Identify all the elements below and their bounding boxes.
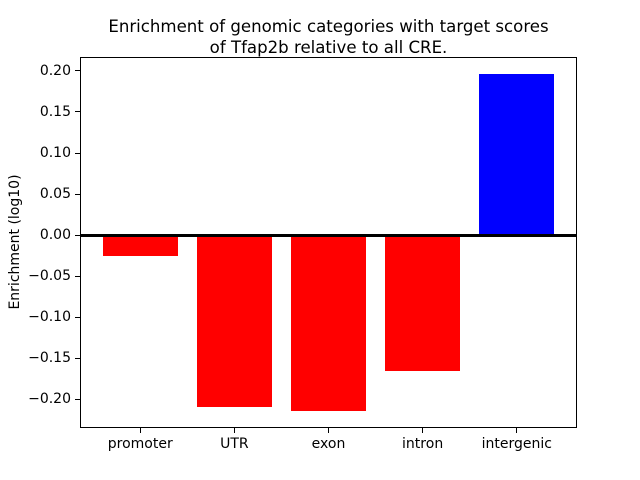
bar-UTR [196, 235, 273, 408]
x-tick-label-promoter: promoter [107, 436, 173, 452]
y-tick-mark [75, 70, 80, 72]
x-tick-mark [422, 428, 424, 433]
x-tick-mark [328, 428, 329, 433]
y-tick-mark [75, 193, 80, 195]
y-tick-mark [75, 316, 80, 318]
y-tick-label: 0.10 [39, 145, 71, 162]
y-tick-label: −0.15 [28, 350, 71, 367]
y-tick-label: 0.00 [39, 227, 71, 244]
y-tick-mark [75, 398, 80, 400]
bar-intron [384, 235, 461, 372]
x-tick-label-intergenic: intergenic [481, 436, 552, 452]
x-tick-mark [233, 428, 235, 433]
y-tick-label: 0.05 [39, 186, 71, 203]
bar-intergenic [479, 74, 555, 236]
x-tick-label-UTR: UTR [220, 436, 249, 452]
zero-line [80, 233, 577, 237]
bar-exon [290, 235, 367, 411]
x-tick-label-intron: intron [402, 436, 444, 452]
chart-title: Enrichment of genomic categories with ta… [80, 16, 577, 58]
y-tick-mark [75, 357, 80, 359]
y-tick-mark [75, 111, 80, 113]
y-tick-mark [75, 275, 80, 277]
x-tick-label-exon: exon [311, 436, 346, 452]
bar-promoter [102, 235, 178, 257]
chart-title-line2: of Tfap2b relative to all CRE. [209, 38, 448, 57]
y-tick-mark [75, 152, 80, 154]
y-tick-mark [75, 234, 80, 236]
y-tick-label: 0.15 [39, 103, 71, 120]
y-tick-label: 0.20 [39, 62, 71, 79]
y-tick-label: −0.10 [28, 309, 71, 326]
y-tick-label: −0.05 [28, 268, 71, 285]
chart-title-line1: Enrichment of genomic categories with ta… [108, 17, 549, 36]
x-tick-mark [516, 428, 518, 433]
y-tick-label: −0.20 [28, 391, 71, 408]
x-tick-mark [139, 428, 141, 433]
